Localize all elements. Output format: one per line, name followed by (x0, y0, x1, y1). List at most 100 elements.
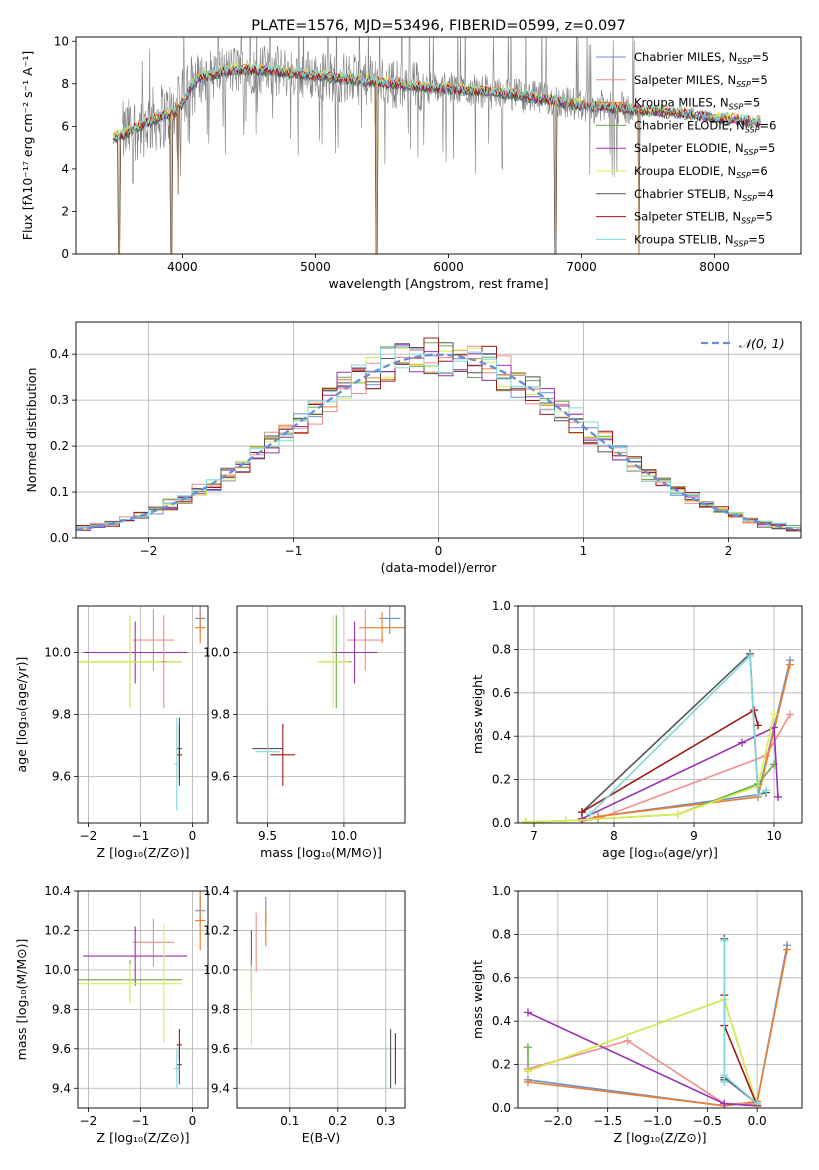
mass-weight-line (527, 1039, 758, 1105)
mass-weight-line (581, 726, 779, 820)
y-tick-label: 10.0 (203, 963, 230, 977)
y-tick-label: 0.1 (50, 485, 69, 499)
x-tick-label: −2 (140, 544, 158, 558)
mass-weight-marker (586, 810, 594, 819)
error-bar-point (174, 717, 180, 811)
y-tick-label: 10.2 (203, 923, 230, 937)
model-spectrum-line (112, 62, 761, 254)
x-tick-label: 9 (690, 829, 698, 843)
error-bar-point (346, 609, 384, 672)
mass_vs_ebv-chart: 0.1 0.2 0.3 9.4 9.6 9.8 10.0 10.2 10.4 E(B-V) (203, 884, 406, 1145)
mass-weight-marker (523, 1077, 532, 1086)
y-tick-label: 0.8 (492, 927, 511, 941)
mass-weight-marker (720, 1099, 729, 1108)
y-tick-label: 0.2 (50, 439, 69, 453)
mass_vs_z-chart: −2 −1 0 9.4 9.6 9.8 10.0 10.2 10.4 Z [log₁₀(Z/Z⊙)… (14, 884, 209, 1145)
x-tick-label: −2.0 (543, 1114, 572, 1128)
x-tick-label: −1 (285, 544, 303, 558)
y-tick-label: 0.2 (492, 773, 511, 787)
x-axis-label: (data-model)/error (381, 560, 498, 575)
mass-weight-marker (522, 817, 530, 823)
mass-weight-line (525, 714, 775, 823)
y-tick-label: 9.8 (211, 1002, 230, 1016)
y-tick-label: 0.3 (50, 393, 69, 407)
x-tick-label: 10 (766, 829, 781, 843)
mass-weight-marker (754, 721, 762, 730)
x-tick-label: 0 (435, 544, 443, 558)
age_vs_z-chart: −2 −1 0 9.6 9.8 10.0 Z [log₁₀(Z/Z⊙)] age [log₁₀… (14, 605, 209, 860)
x-tick-label: 0 (189, 1114, 197, 1128)
mass-weight-marker (746, 651, 754, 660)
x-axis-label: E(B-V) (302, 1130, 341, 1145)
x-tick-label: 5000 (300, 260, 331, 274)
x-tick-label: 0 (189, 829, 197, 843)
mass_vs_ebv-frame (236, 890, 406, 1109)
mass-weight-marker (770, 710, 778, 719)
y-tick-label: 9.4 (211, 1081, 230, 1095)
mass-weight-line (527, 998, 758, 1107)
mass-weight-marker (774, 792, 782, 801)
x-axis-label: Z [log₁₀(Z/Z⊙)] (97, 1130, 190, 1145)
x-tick-label: −0.5 (693, 1114, 722, 1128)
y-tick-label: 1.0 (492, 599, 511, 613)
mass-weight-marker (562, 816, 570, 823)
y-tick-label: 2 (61, 204, 69, 218)
error-bar-point (195, 612, 206, 644)
mass-weight-marker (674, 810, 682, 819)
x-axis-label: age [log₁₀(age/yr)] (602, 845, 718, 860)
y-axis-label: mass weight (470, 675, 485, 754)
spectrum-frame (75, 36, 802, 255)
mass-weight-marker (783, 945, 792, 954)
mass-weight-marker (738, 738, 746, 747)
x-tick-label: 6000 (433, 260, 464, 274)
y-tick-label: 10.2 (44, 923, 71, 937)
x-tick-label: 0.0 (748, 1114, 767, 1128)
x-tick-label: 2 (725, 544, 733, 558)
mass-weight-line (723, 940, 758, 1105)
error-bar-point (195, 891, 206, 951)
mass-weight-line (527, 998, 758, 1107)
legend-label: Kroupa ELODIE, NSSP=6 (634, 164, 768, 180)
legend-label: Chabrier STELIB, NSSP=4 (634, 187, 774, 203)
y-tick-label: 0.4 (492, 1014, 511, 1028)
y-axis-label: Normed distribution (24, 368, 39, 493)
mass-weight-marker (753, 1099, 762, 1108)
legend-label: Chabrier ELODIE, NSSP=6 (634, 118, 776, 134)
mass-weight-marker (720, 1071, 729, 1080)
error-bar-point (270, 723, 296, 786)
legend-label: Kroupa MILES, NSSP=5 (634, 96, 760, 112)
mass-weight-marker (523, 1067, 532, 1076)
mass-weight-marker (623, 1036, 632, 1045)
mass-weight-line (589, 654, 767, 815)
y-tick-label: 6 (61, 119, 69, 133)
mass-weight-marker (754, 790, 762, 799)
y-axis-label: mass [log₁₀(M/M⊙)] (14, 939, 29, 1061)
mass_vs_z-plot-area (78, 891, 206, 1089)
mass_weight_vs_z-frame (517, 890, 803, 1109)
x-tick-label: 4000 (167, 260, 198, 274)
x-tick-label: 8000 (699, 260, 730, 274)
histogram-step-line (76, 347, 801, 528)
y-tick-label: 0 (61, 247, 69, 261)
x-tick-label: 0.2 (328, 1114, 347, 1128)
y-tick-label: 1.0 (492, 884, 511, 898)
normal-curve (76, 353, 801, 532)
model-spectrum-line (112, 62, 761, 140)
y-tick-label: 10.0 (44, 963, 71, 977)
y-tick-label: 9.6 (52, 1042, 71, 1056)
error-bar-point (176, 1029, 182, 1061)
spectrum-legend: Chabrier MILES, NSSP=5 Salpeter MILES, NS… (596, 50, 776, 248)
legend-label: Chabrier MILES, NSSP=5 (634, 50, 769, 66)
mass-weight-marker (786, 660, 794, 669)
error-bar-point (176, 723, 182, 786)
y-tick-label: 9.8 (211, 708, 230, 722)
y-tick-label: 10.0 (203, 646, 230, 660)
x-tick-label: −1 (132, 829, 150, 843)
y-tick-label: 10 (54, 34, 69, 48)
mass_vs_ebv-plot-area (250, 896, 396, 1093)
mass-weight-marker (762, 786, 770, 795)
y-tick-label: 8 (61, 77, 69, 91)
x-tick-label: −2 (80, 829, 98, 843)
mass_weight_vs_age-frame (517, 605, 803, 824)
